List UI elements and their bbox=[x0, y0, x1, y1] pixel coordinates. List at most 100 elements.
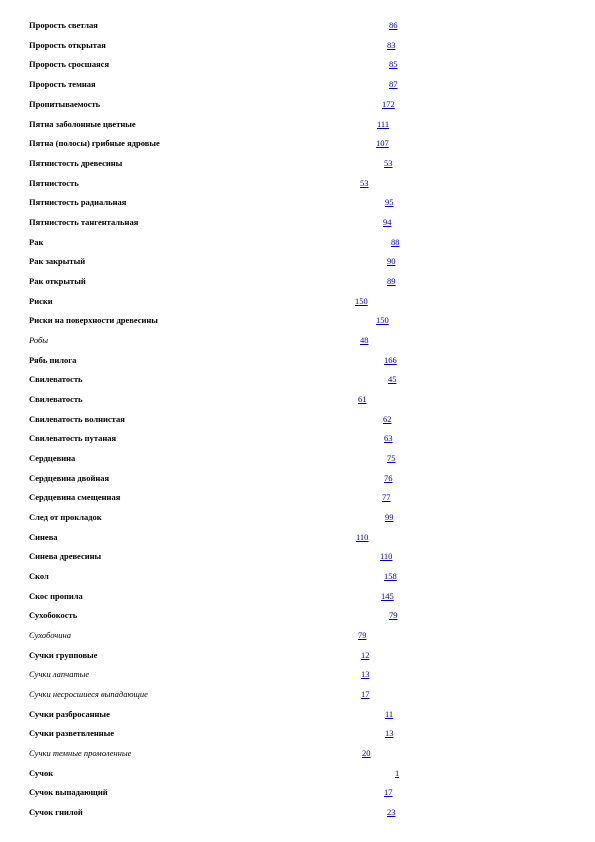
index-term: Сучки лапчатые bbox=[29, 669, 90, 679]
page-link[interactable]: 94 bbox=[383, 217, 392, 227]
index-term: Скол bbox=[29, 571, 49, 581]
index-term: Рябь пилога bbox=[29, 355, 77, 365]
index-row: Сучок выпадающий 17 bbox=[0, 786, 595, 800]
index-term: Синева bbox=[29, 532, 58, 542]
index-row: Сучок гнилой 23 bbox=[0, 806, 595, 820]
index-term: Синева древесины bbox=[29, 551, 102, 561]
index-term: Пятнистость тангентальная bbox=[29, 217, 139, 227]
index-term: Сучки несросшиеся выпадающие bbox=[29, 689, 148, 699]
index-row: Сучки разветвленные 13 bbox=[0, 727, 595, 741]
page-link[interactable]: 48 bbox=[360, 335, 369, 345]
page-link[interactable]: 107 bbox=[376, 138, 389, 148]
index-term: Прорость светлая bbox=[29, 20, 98, 30]
index-term: Скос пропила bbox=[29, 591, 83, 601]
page-link[interactable]: 13 bbox=[385, 728, 394, 738]
page-link[interactable]: 23 bbox=[387, 807, 396, 817]
page-link[interactable]: 17 bbox=[384, 787, 393, 797]
page-link[interactable]: 45 bbox=[388, 374, 397, 384]
index-row: Скол 158 bbox=[0, 570, 595, 584]
index-term: Риски bbox=[29, 296, 53, 306]
page-link[interactable]: 95 bbox=[385, 197, 394, 207]
index-term: Сердцевина bbox=[29, 453, 76, 463]
index-row: Синева 110 bbox=[0, 531, 595, 545]
page-link[interactable]: 20 bbox=[362, 748, 371, 758]
index-row: Свилеватость путаная 63 bbox=[0, 432, 595, 446]
page-link[interactable]: 172 bbox=[382, 99, 395, 109]
index-row: Сучок 1 bbox=[0, 767, 595, 781]
page-link[interactable]: 158 bbox=[384, 571, 397, 581]
page-link[interactable]: 150 bbox=[355, 296, 368, 306]
page-link[interactable]: 85 bbox=[389, 59, 398, 69]
page-link[interactable]: 53 bbox=[384, 158, 393, 168]
index-row: Сухобочина 79 bbox=[0, 629, 595, 643]
index-term: Риски на поверхности древесины bbox=[29, 315, 158, 325]
page-link[interactable]: 11 bbox=[385, 709, 394, 719]
index-row: Пятна заболонные цветные 111 bbox=[0, 118, 595, 132]
index-row: Свилеватость волнистая 62 bbox=[0, 413, 595, 427]
page-link[interactable]: 79 bbox=[358, 630, 367, 640]
index-term: Свилеватость путаная bbox=[29, 433, 117, 443]
page-link[interactable]: 1 bbox=[395, 768, 400, 778]
index-row: Прорость темная 87 bbox=[0, 78, 595, 92]
page-link[interactable]: 76 bbox=[384, 473, 393, 483]
index-term: Пятна заболонные цветные bbox=[29, 119, 136, 129]
page-link[interactable]: 77 bbox=[382, 492, 391, 502]
index-term: Сердцевина смещенная bbox=[29, 492, 121, 502]
page-link[interactable]: 13 bbox=[361, 669, 370, 679]
page-link[interactable]: 79 bbox=[389, 610, 398, 620]
index-term: Рак закрытый bbox=[29, 256, 86, 266]
index-row: Рак открытый 89 bbox=[0, 275, 595, 289]
index-term: Рак открытый bbox=[29, 276, 86, 286]
index-term: Сучки групповые bbox=[29, 650, 98, 660]
index-term: Пятна (полосы) грибные ядровые bbox=[29, 138, 160, 148]
index-row: Сердцевина 75 bbox=[0, 452, 595, 466]
page-link[interactable]: 110 bbox=[380, 551, 393, 561]
index-term: Сучок гнилой bbox=[29, 807, 83, 817]
index-row: Свилеватость 45 bbox=[0, 373, 595, 387]
index-row: Сучки лапчатые 13 bbox=[0, 668, 595, 682]
page-link[interactable]: 111 bbox=[377, 119, 390, 129]
page-link[interactable]: 150 bbox=[376, 315, 389, 325]
page-link[interactable]: 110 bbox=[356, 532, 369, 542]
index-row: Сучки темные промоленные 20 bbox=[0, 747, 595, 761]
page-link[interactable]: 61 bbox=[358, 394, 367, 404]
index-row: Сучки разбросанные 11 bbox=[0, 708, 595, 722]
page-link[interactable]: 87 bbox=[389, 79, 398, 89]
index-term: Пятнистость bbox=[29, 178, 79, 188]
index-term: Сухобокость bbox=[29, 610, 78, 620]
page-link[interactable]: 89 bbox=[387, 276, 396, 286]
index-row: Пятна (полосы) грибные ядровые 107 bbox=[0, 137, 595, 151]
index-row: Пятнистость тангентальная 94 bbox=[0, 216, 595, 230]
page-link[interactable]: 17 bbox=[361, 689, 370, 699]
index-row: Сердцевина смещенная 77 bbox=[0, 491, 595, 505]
page-link[interactable]: 90 bbox=[387, 256, 396, 266]
page-link[interactable]: 145 bbox=[381, 591, 394, 601]
index-row: Прорость сросшаяся 85 bbox=[0, 58, 595, 72]
page-link[interactable]: 12 bbox=[361, 650, 370, 660]
page-link[interactable]: 75 bbox=[387, 453, 396, 463]
index-term: Прорость темная bbox=[29, 79, 96, 89]
page-link[interactable]: 88 bbox=[391, 237, 400, 247]
index-row: Прорость светлая 86 bbox=[0, 19, 595, 33]
index-row: Пропитываемость 172 bbox=[0, 98, 595, 112]
index-row: Пятнистость 53 bbox=[0, 177, 595, 191]
page-link[interactable]: 166 bbox=[384, 355, 397, 365]
page-link[interactable]: 53 bbox=[360, 178, 369, 188]
index-term: Рак bbox=[29, 237, 44, 247]
index-term: Сучки темные промоленные bbox=[29, 748, 132, 758]
index-row: Пятнистость древесины 53 bbox=[0, 157, 595, 171]
index-term: Сучок выпадающий bbox=[29, 787, 108, 797]
index-row: Рябь пилога 166 bbox=[0, 354, 595, 368]
index-term: Прорость сросшаяся bbox=[29, 59, 110, 69]
index-term: Сердцевина двойная bbox=[29, 473, 110, 483]
index-row: След от прокладок 99 bbox=[0, 511, 595, 525]
page-link[interactable]: 86 bbox=[389, 20, 398, 30]
page-link[interactable]: 62 bbox=[383, 414, 392, 424]
index-term: Свилеватость bbox=[29, 394, 83, 404]
index-row: Рак закрытый 90 bbox=[0, 255, 595, 269]
page-link[interactable]: 63 bbox=[384, 433, 393, 443]
page-link[interactable]: 83 bbox=[387, 40, 396, 50]
index-row: Робы 48 bbox=[0, 334, 595, 348]
page-link[interactable]: 99 bbox=[385, 512, 394, 522]
index-term: Свилеватость волнистая bbox=[29, 414, 125, 424]
